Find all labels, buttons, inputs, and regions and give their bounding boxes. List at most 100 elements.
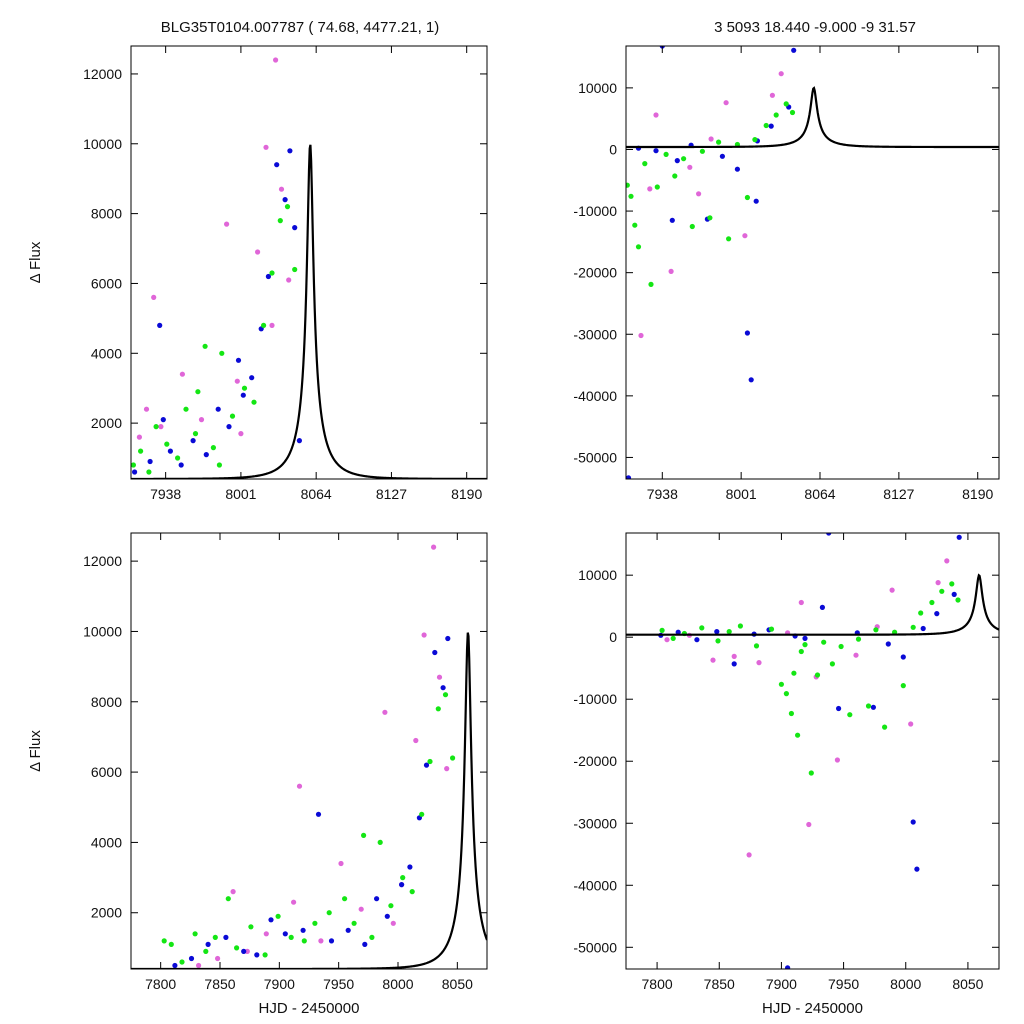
data-point-green [626, 182, 630, 188]
y-tick-label: -30000 [573, 326, 617, 342]
data-point-magenta [244, 948, 250, 955]
data-point-magenta [853, 652, 859, 658]
data-point-blue [167, 448, 173, 454]
data-point-green [663, 151, 669, 157]
data-point-magenta [269, 322, 275, 328]
y-tick-label: -20000 [573, 753, 617, 769]
data-point-blue [132, 469, 138, 475]
y-tick-label: 10000 [83, 136, 122, 152]
data-point-blue [241, 948, 247, 955]
data-point-blue [753, 198, 759, 204]
data-point-blue [384, 913, 390, 919]
data-point-magenta [638, 332, 644, 339]
data-point-blue [282, 931, 288, 937]
data-point-green [361, 832, 367, 839]
data-point-green [821, 639, 827, 645]
data-point-green [726, 236, 732, 242]
plot-frame [130, 532, 488, 970]
y-tick-label: -50000 [573, 449, 617, 465]
plot-area [131, 544, 487, 969]
data-point-green [195, 389, 201, 395]
data-point-blue [653, 148, 659, 154]
data-point-blue [744, 330, 751, 336]
header-left-text: BLG35T0104.007787 ( 74.68, 4477.21, 1) [161, 19, 440, 36]
data-point-blue [748, 377, 754, 383]
data-point-magenta [889, 587, 895, 593]
x-tick-label: 8064 [804, 486, 835, 502]
x-tick-label: 8064 [301, 486, 332, 502]
data-point-green [409, 889, 415, 895]
data-point-green [699, 625, 705, 631]
data-point-blue [870, 704, 877, 710]
x-tick-label: 7850 [704, 976, 735, 992]
data-point-green [808, 770, 814, 776]
data-point-blue [328, 938, 335, 944]
data-point-blue [674, 158, 680, 164]
data-point-green [241, 385, 248, 391]
data-point-magenta [136, 434, 142, 440]
data-point-blue [719, 153, 726, 159]
data-point-blue [626, 475, 632, 479]
data-point-green [949, 581, 955, 587]
panel-bottom-right: 7800 7850 7900 7950 8000 8050 -50000 -40000 -300… [573, 532, 1000, 1017]
data-point-magenta [436, 674, 443, 680]
data-point-blue [407, 864, 413, 870]
data-point-blue [203, 452, 209, 458]
y-tick-label: 10000 [578, 80, 617, 96]
x-axis-label: HJD - 2450000 [762, 1000, 863, 1017]
data-point-green [726, 629, 732, 635]
data-point-green [225, 896, 231, 902]
panel-top-right: 7938 8001 8064 8127 8190 -50000 -40000 -30000 -2… [573, 45, 1000, 502]
data-point-blue [235, 357, 242, 363]
data-point-green [882, 724, 888, 730]
data-point-blue [160, 417, 166, 423]
x-tick-label: 8127 [883, 486, 914, 502]
data-point-green [342, 896, 348, 902]
data-point-green [427, 758, 433, 765]
plot-area [131, 57, 487, 479]
data-point-green [261, 322, 267, 328]
y-tick-label: 8000 [91, 694, 122, 710]
data-point-magenta [710, 657, 716, 663]
data-point-blue [362, 941, 368, 948]
y-tick-label: -40000 [573, 388, 617, 404]
data-point-blue [914, 866, 920, 872]
x-tick-label: 7900 [766, 976, 797, 992]
y-tick-label: 4000 [91, 345, 122, 361]
data-point-green [788, 710, 795, 717]
data-point-magenta [731, 653, 737, 660]
data-point-green [715, 638, 721, 644]
data-point-green [275, 913, 281, 919]
data-point-magenta [647, 186, 653, 192]
y-tick-label: -10000 [573, 691, 617, 707]
data-point-green [164, 441, 170, 447]
data-point-green [400, 875, 406, 881]
data-point-green [161, 938, 167, 944]
data-point-blue [785, 965, 791, 969]
data-point-green [262, 952, 268, 958]
y-axis-label: Δ Flux [27, 241, 44, 283]
data-point-magenta [273, 57, 279, 63]
data-point-magenta [834, 757, 841, 763]
panel-bottom-left: 7800 7850 7900 7950 8000 8050 2000 4000 6000 8000… [27, 532, 488, 1017]
data-point-blue [249, 375, 255, 381]
y-tick-label: 2000 [91, 905, 122, 921]
data-point-green [175, 455, 181, 461]
model-curve [131, 632, 487, 969]
y-tick-label: 4000 [91, 834, 122, 850]
data-point-magenta [382, 709, 388, 715]
data-point-green [778, 681, 785, 687]
data-point-magenta [196, 962, 202, 969]
y-tick-label: 10000 [83, 623, 122, 639]
x-tick-label: 7800 [642, 976, 673, 992]
data-point-green [450, 755, 456, 761]
data-point-green [377, 839, 383, 846]
data-point-magenta [390, 920, 396, 926]
data-point-blue [223, 934, 229, 941]
x-tick-label: 7850 [204, 976, 235, 992]
data-point-blue [300, 927, 306, 933]
data-point-green [210, 445, 216, 451]
data-point-magenta [143, 406, 150, 412]
data-point-green [632, 222, 638, 228]
data-point-magenta [806, 821, 812, 828]
